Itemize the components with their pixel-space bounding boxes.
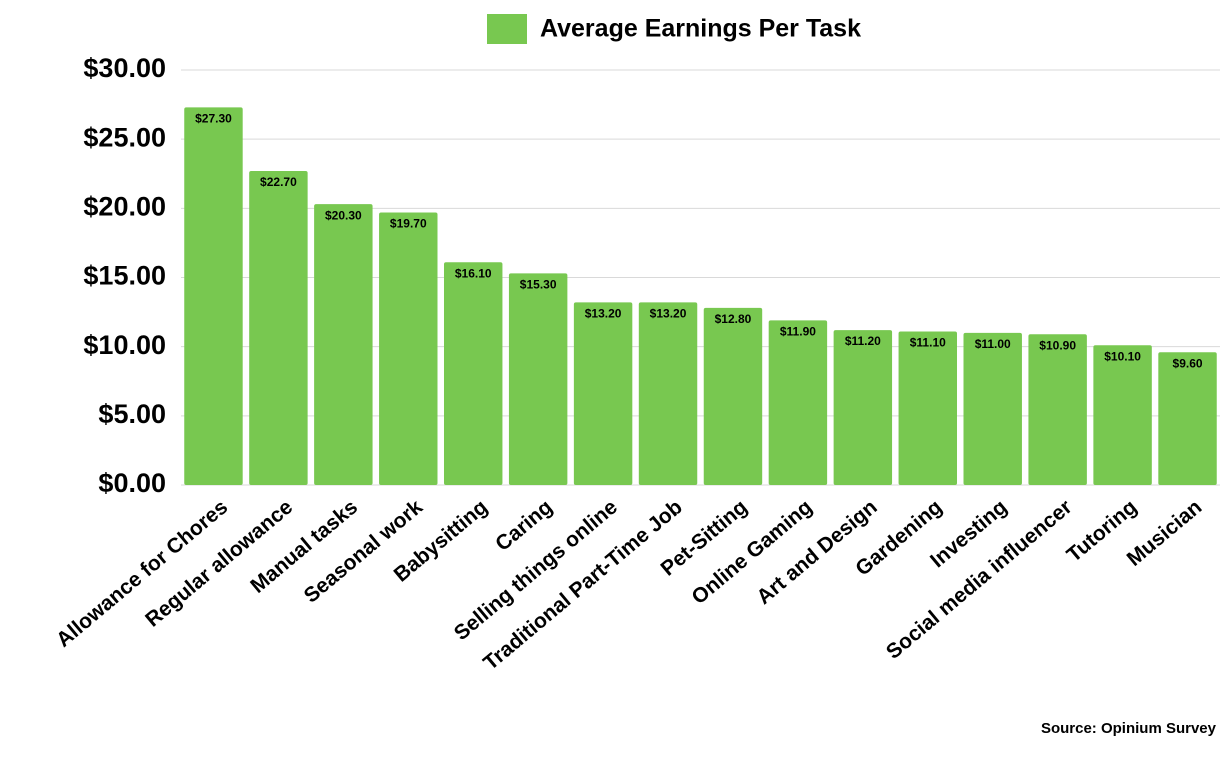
value-label: $22.70 bbox=[260, 175, 297, 189]
value-label: $10.90 bbox=[1039, 338, 1076, 352]
y-tick-label: $15.00 bbox=[83, 261, 166, 291]
value-label: $11.10 bbox=[910, 336, 946, 350]
value-label: $27.30 bbox=[195, 112, 232, 126]
y-tick-label: $0.00 bbox=[98, 468, 166, 498]
x-tick-label: Seasonal work bbox=[300, 495, 428, 607]
bar bbox=[314, 204, 373, 485]
value-label: $15.30 bbox=[520, 278, 557, 292]
bar bbox=[443, 262, 503, 485]
bar bbox=[1158, 352, 1217, 485]
bar bbox=[963, 332, 1022, 485]
value-label: $13.20 bbox=[585, 307, 622, 321]
bar bbox=[1093, 345, 1152, 485]
y-tick-label: $20.00 bbox=[83, 191, 166, 221]
y-tick-label: $5.00 bbox=[98, 399, 166, 429]
value-label: $19.70 bbox=[390, 217, 427, 231]
legend-swatch bbox=[487, 14, 527, 44]
value-label: $11.20 bbox=[845, 334, 881, 348]
bar bbox=[833, 330, 893, 485]
y-tick-label: $30.00 bbox=[83, 53, 166, 83]
value-label: $9.60 bbox=[1173, 356, 1203, 370]
bar bbox=[508, 273, 568, 485]
value-label: $13.20 bbox=[650, 307, 687, 321]
value-label: $10.10 bbox=[1104, 349, 1141, 363]
bar bbox=[1028, 334, 1087, 485]
bar bbox=[898, 331, 958, 485]
bar bbox=[573, 302, 633, 485]
source-note: Source: Opinium Survey bbox=[1041, 720, 1217, 737]
value-label: $16.10 bbox=[455, 266, 492, 280]
y-tick-label: $10.00 bbox=[83, 330, 166, 360]
bar bbox=[768, 320, 828, 485]
bar bbox=[379, 212, 438, 485]
bar bbox=[249, 170, 308, 485]
value-label: $11.90 bbox=[780, 325, 816, 339]
bar bbox=[638, 302, 698, 485]
value-label: $11.00 bbox=[975, 337, 1011, 351]
x-tick-label: Art and Design bbox=[752, 495, 881, 609]
legend-label: Average Earnings Per Task bbox=[540, 15, 861, 43]
value-label: $20.30 bbox=[325, 208, 362, 222]
value-label: $12.80 bbox=[715, 312, 752, 326]
y-tick-label: $25.00 bbox=[83, 122, 166, 152]
bar bbox=[703, 307, 763, 485]
bar bbox=[184, 107, 243, 485]
